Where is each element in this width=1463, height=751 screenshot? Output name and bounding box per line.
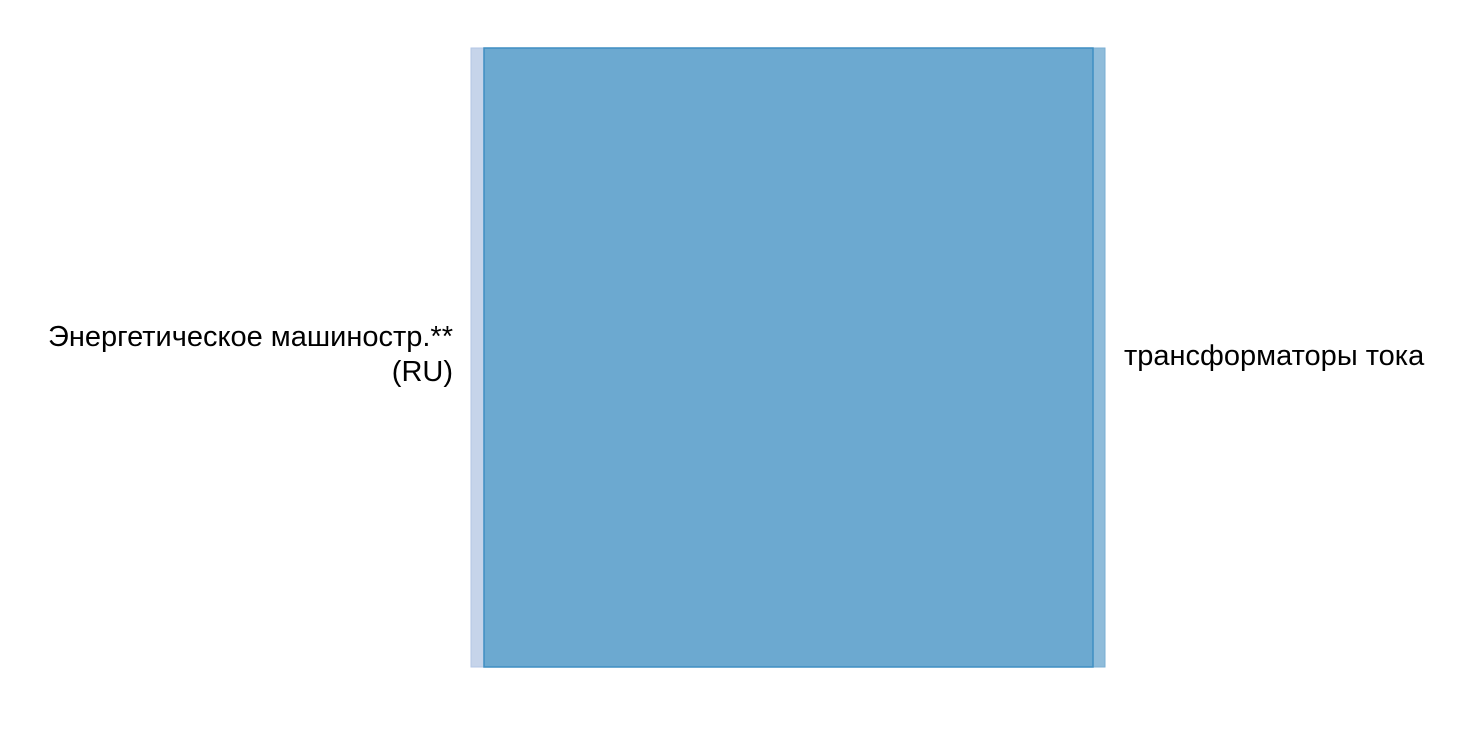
- node-bar-source: [470, 47, 485, 668]
- flow-link: [483, 47, 1094, 668]
- target-node-label: трансформаторы тока: [1124, 339, 1424, 374]
- source-node-label: Энергетическое машиностр.** (RU): [48, 320, 453, 390]
- source-node-label-line-1: Энергетическое машиностр.**: [48, 321, 453, 353]
- source-node-label-line-2: (RU): [391, 356, 453, 388]
- node-bar-target: [1092, 47, 1106, 668]
- target-node-label-line-1: трансформаторы тока: [1124, 340, 1425, 372]
